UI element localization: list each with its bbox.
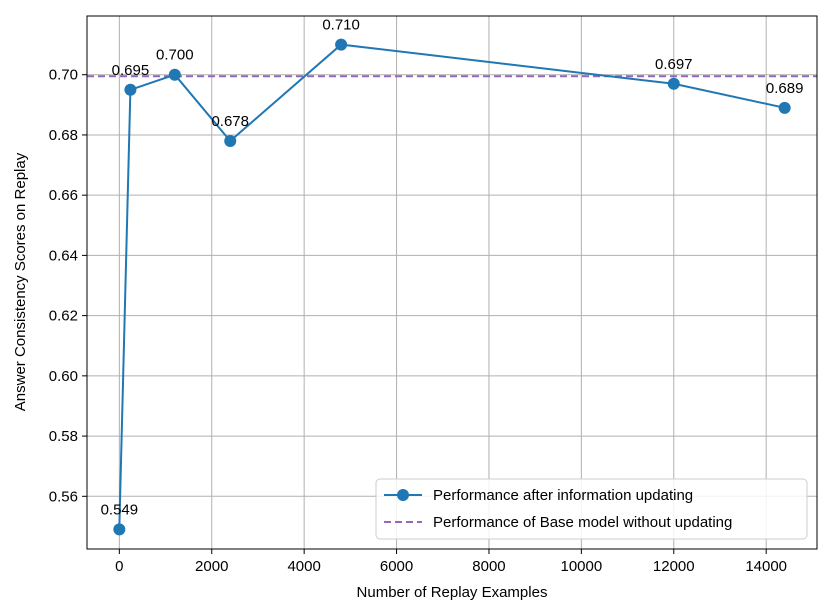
y-tick-label: 0.64 xyxy=(49,247,78,264)
y-tick-label: 0.58 xyxy=(49,428,78,445)
data-label: 0.549 xyxy=(101,501,139,518)
x-tick-label: 10000 xyxy=(561,558,603,575)
x-tick-label: 0 xyxy=(115,558,123,575)
x-tick-label: 8000 xyxy=(472,558,505,575)
plot-frame xyxy=(86,15,818,550)
y-tick-label: 0.56 xyxy=(49,488,78,505)
x-axis-title: Number of Replay Examples xyxy=(357,584,548,601)
data-labels: 0.549 0.695 0.700 0.678 0.710 0.697 0.689 xyxy=(101,17,804,519)
y-tick-label: 0.66 xyxy=(49,187,78,204)
x-tick-label: 6000 xyxy=(380,558,413,575)
axes: 0 2000 4000 6000 8000 10000 12000 14000 0.56 0.58… xyxy=(49,15,818,575)
data-label: 0.678 xyxy=(211,113,249,130)
data-label: 0.695 xyxy=(112,62,150,79)
x-tick-label: 2000 xyxy=(195,558,228,575)
data-point xyxy=(124,83,137,96)
data-point xyxy=(224,134,237,147)
y-axis-title: Answer Consistency Scores on Replay xyxy=(12,152,29,411)
legend-box xyxy=(375,478,808,540)
x-tick-label: 14000 xyxy=(745,558,787,575)
grid xyxy=(87,16,817,549)
data-label: 0.689 xyxy=(766,80,804,97)
y-tick-label: 0.68 xyxy=(49,127,78,144)
data-point xyxy=(168,68,181,81)
x-tick-label: 4000 xyxy=(287,558,320,575)
data-point xyxy=(335,38,348,51)
data-label: 0.697 xyxy=(655,56,693,73)
data-point xyxy=(778,101,791,114)
legend-label: Performance of Base model without updati… xyxy=(433,514,732,531)
legend: Performance after information updating Pe… xyxy=(375,478,808,540)
y-tick-label: 0.70 xyxy=(49,67,78,84)
legend-label: Performance after information updating xyxy=(433,487,693,504)
main-series xyxy=(113,38,791,536)
x-tick-label: 12000 xyxy=(653,558,695,575)
legend-swatch-marker xyxy=(397,489,409,501)
data-label: 0.700 xyxy=(156,47,194,64)
data-point xyxy=(113,523,126,536)
data-point xyxy=(667,77,680,90)
y-tick-label: 0.60 xyxy=(49,368,78,385)
data-label: 0.710 xyxy=(322,17,360,34)
y-tick-label: 0.62 xyxy=(49,308,78,325)
